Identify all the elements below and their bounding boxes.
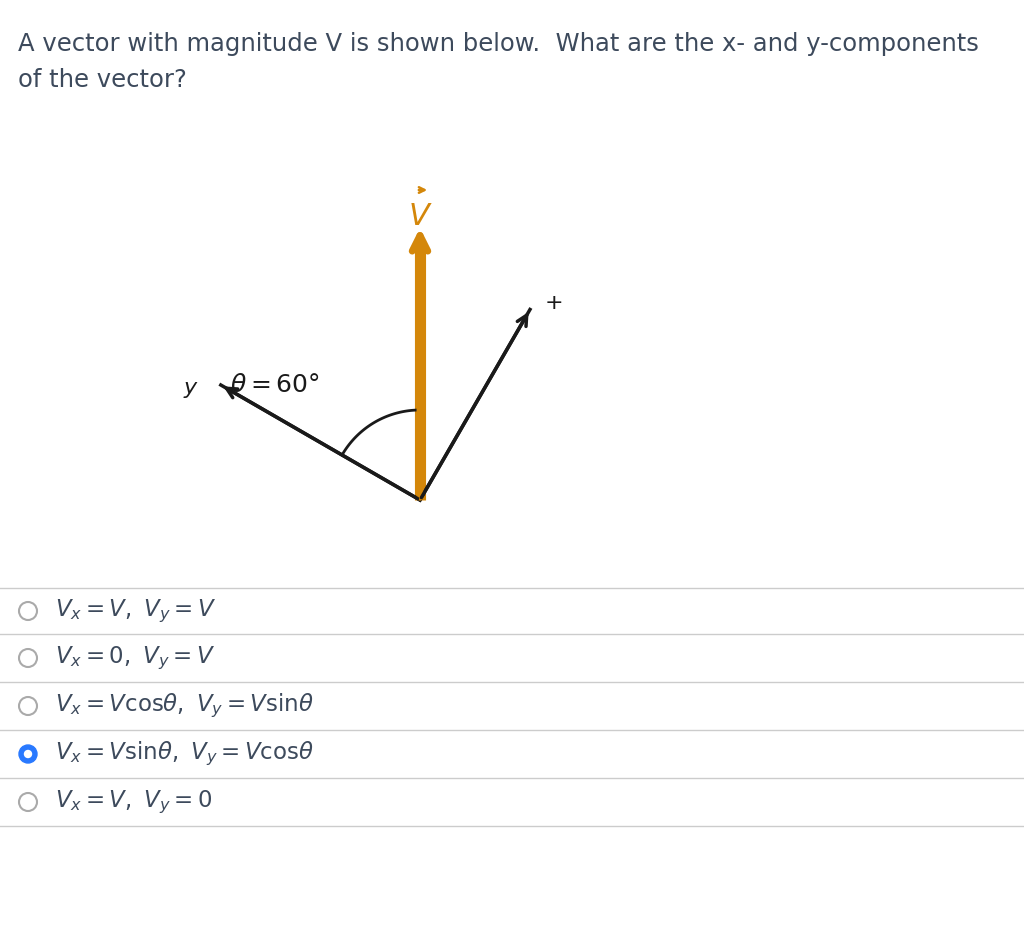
Text: $+$: $+$ xyxy=(544,294,562,314)
Circle shape xyxy=(19,793,37,811)
Circle shape xyxy=(19,649,37,667)
Text: $V_x = 0,\ V_y = V$: $V_x = 0,\ V_y = V$ xyxy=(55,644,215,671)
Circle shape xyxy=(25,750,32,758)
Text: $V_x = V\mathrm{sin}\theta,\ V_y = V\mathrm{cos}\theta$: $V_x = V\mathrm{sin}\theta,\ V_y = V\mat… xyxy=(55,740,314,768)
Text: $y$: $y$ xyxy=(183,380,199,400)
Text: A vector with magnitude V is shown below.  What are the x- and y-components: A vector with magnitude V is shown below… xyxy=(18,32,979,56)
Text: $V$: $V$ xyxy=(408,202,432,231)
Text: $\theta = 60°$: $\theta = 60°$ xyxy=(230,373,319,397)
Text: $V_x = V\mathrm{cos}\theta,\ V_y = V\mathrm{sin}\theta$: $V_x = V\mathrm{cos}\theta,\ V_y = V\mat… xyxy=(55,692,314,720)
Text: $V_x = V,\ V_y = V$: $V_x = V,\ V_y = V$ xyxy=(55,597,216,624)
Circle shape xyxy=(19,602,37,620)
Circle shape xyxy=(19,745,37,763)
Text: of the vector?: of the vector? xyxy=(18,68,186,92)
Text: $V_x = V,\ V_y = 0$: $V_x = V,\ V_y = 0$ xyxy=(55,789,213,816)
Circle shape xyxy=(19,697,37,715)
